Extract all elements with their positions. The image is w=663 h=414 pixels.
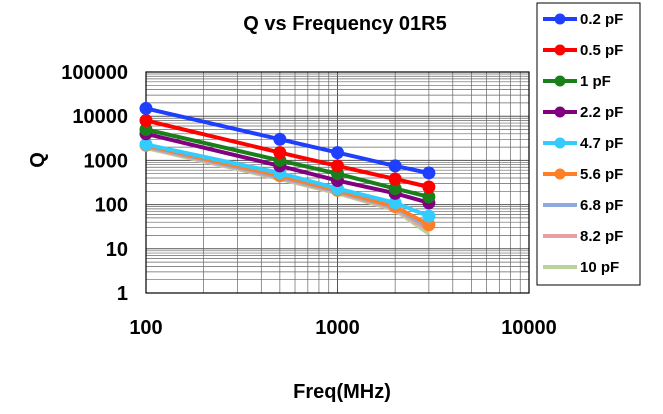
data-point — [388, 182, 402, 196]
series-4-7-pf — [139, 137, 436, 223]
data-point — [273, 132, 287, 146]
series-0-2-pf — [139, 101, 436, 180]
y-tick-label: 100 — [95, 195, 128, 217]
data-point — [422, 166, 436, 180]
chart-title: Q vs Frequency 01R5 — [243, 13, 446, 35]
data-point — [139, 123, 153, 137]
x-tick-label: 1000 — [315, 317, 360, 339]
legend-swatch-marker — [554, 137, 566, 149]
plot-area-border — [145, 71, 530, 294]
data-point — [139, 113, 153, 127]
data-point — [388, 172, 402, 186]
legend-label: 8.2 pF — [580, 228, 623, 245]
series-0-5-pf — [139, 113, 436, 194]
data-point — [273, 146, 287, 160]
x-axis-label: Freq(MHz) — [293, 381, 391, 403]
legend-swatch-marker — [554, 75, 566, 87]
y-axis-label: Q — [27, 152, 49, 168]
data-point — [139, 137, 153, 151]
y-tick-label: 10000 — [72, 106, 128, 128]
legend-label: 4.7 pF — [580, 135, 623, 152]
data-point — [422, 190, 436, 204]
legend-label: 0.2 pF — [580, 11, 623, 28]
legend-swatch-marker — [554, 44, 566, 56]
series-layer — [139, 101, 436, 236]
data-point — [139, 101, 153, 115]
legend-label: 2.2 pF — [580, 104, 623, 121]
legend-swatch-marker — [554, 13, 566, 25]
legend-label: 0.5 pF — [580, 42, 623, 59]
legend: 0.2 pF 0.5 pF 1 pF 2.2 pF 4.7 pF 5.6 pF 6.8 pF… — [536, 2, 641, 286]
data-point — [388, 196, 402, 210]
series-line — [145, 131, 430, 205]
y-tick-label: 100000 — [61, 62, 128, 84]
y-tick-label: 1 — [117, 283, 128, 305]
data-point — [331, 159, 344, 173]
legend-swatch-marker — [554, 106, 566, 118]
legend-label: 6.8 pF — [580, 197, 623, 214]
data-point — [331, 146, 344, 160]
y-tick-label: 10 — [106, 239, 128, 261]
x-tick-label: 100 — [129, 317, 162, 339]
y-tick-label: 1000 — [84, 150, 129, 172]
data-point — [388, 159, 402, 173]
legend-label: 10 pF — [580, 259, 619, 276]
legend-swatch-marker — [554, 168, 566, 180]
data-point — [422, 180, 436, 194]
x-tick-label: 10000 — [501, 317, 557, 339]
legend-label: 5.6 pF — [580, 166, 623, 183]
legend-label: 1 pF — [580, 73, 611, 90]
grid-lines — [146, 72, 529, 293]
data-point — [422, 209, 436, 223]
